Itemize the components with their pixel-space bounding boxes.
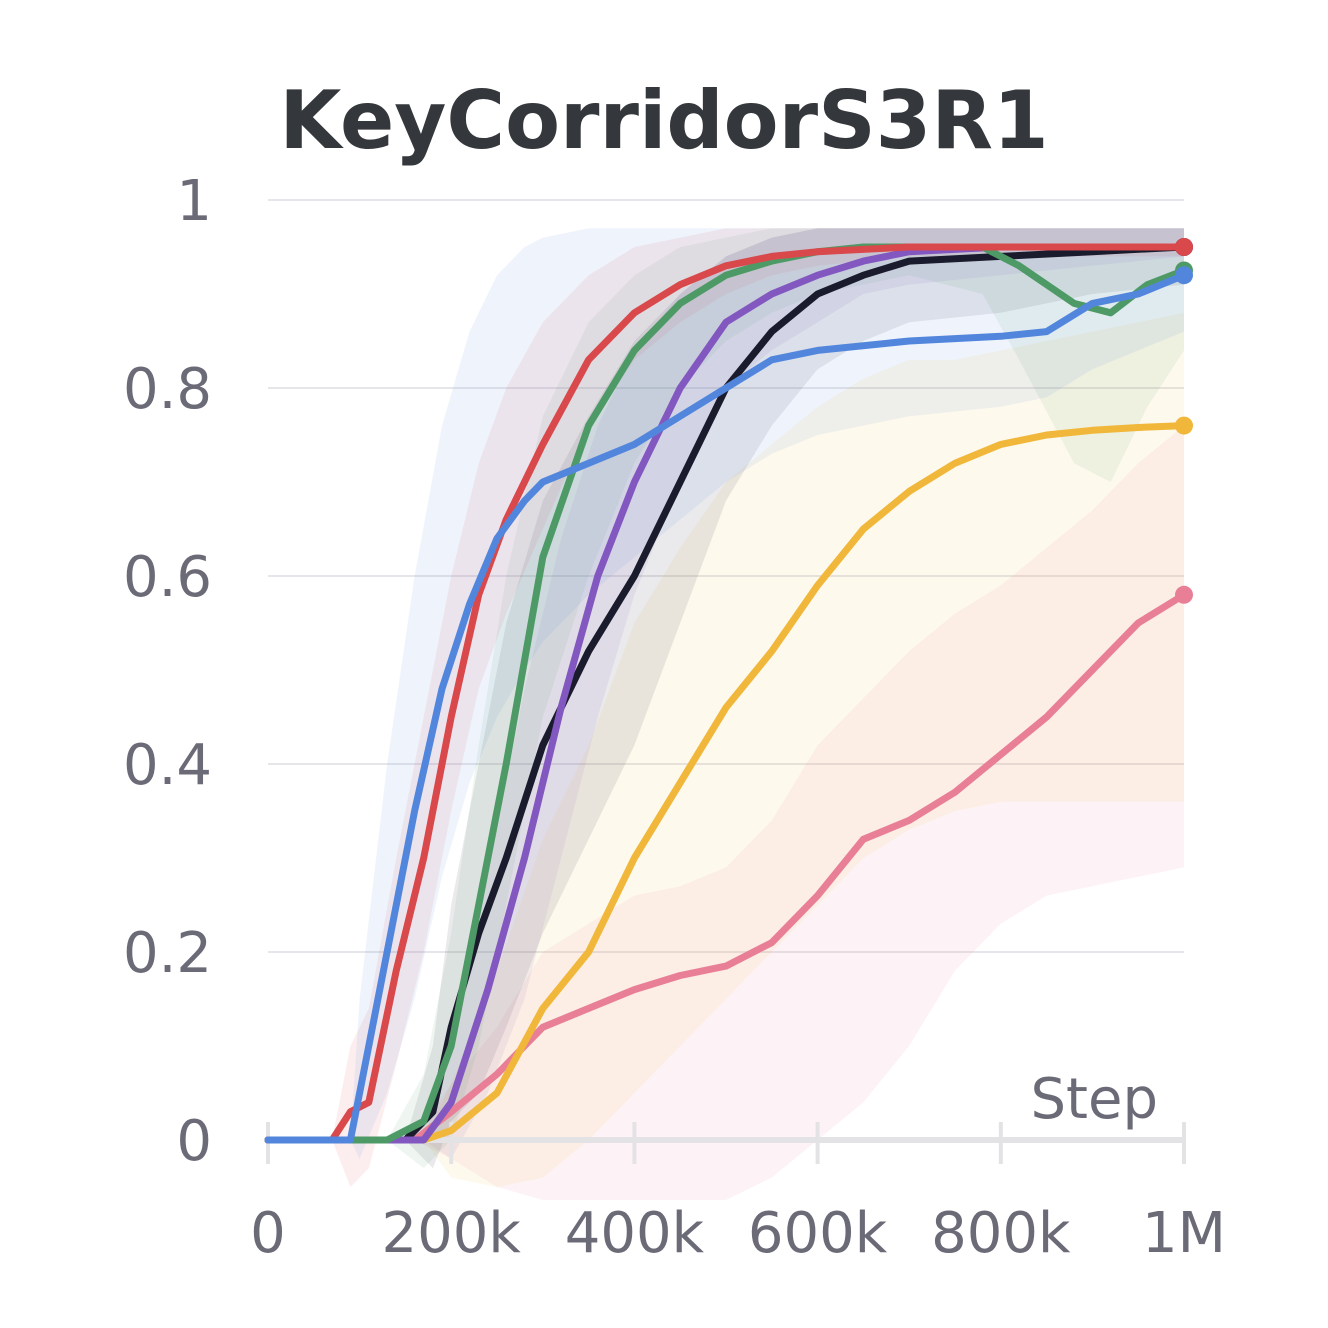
band-yellow bbox=[268, 312, 1184, 1187]
axis-layer: 0 0.2 0.4 0.6 0.8 1 0 200k 400k 600k 800k 1M bbox=[123, 169, 1226, 1266]
band-pink bbox=[268, 425, 1184, 1201]
y-tick-label: 0.8 bbox=[123, 357, 212, 422]
x-tick-label: 800k bbox=[931, 1201, 1071, 1266]
x-tick-label: 1M bbox=[1142, 1201, 1226, 1266]
y-tick-label: 0 bbox=[176, 1109, 212, 1174]
y-tick-label: 1 bbox=[176, 169, 212, 234]
x-tick-label: 200k bbox=[382, 1201, 522, 1266]
band-red bbox=[268, 228, 1184, 1187]
band-blue bbox=[268, 228, 1184, 1159]
x-axis-label: Step bbox=[1030, 1067, 1158, 1132]
series-end-point-red bbox=[1175, 238, 1193, 256]
series-end-point-pink bbox=[1175, 585, 1193, 604]
band-purple bbox=[268, 228, 1184, 1159]
series-line-yellow bbox=[264, 422, 1188, 1144]
x-tick-label: 0 bbox=[250, 1201, 286, 1266]
series-line-black bbox=[264, 243, 1188, 1144]
series-line-blue bbox=[264, 271, 1188, 1144]
series-line-red bbox=[264, 243, 1188, 1144]
series-end-point-yellow bbox=[1175, 416, 1193, 435]
series-end-point-blue bbox=[1175, 266, 1193, 285]
y-tick-label: 0.6 bbox=[123, 545, 212, 610]
line-layer bbox=[264, 238, 1193, 1144]
series-line-green bbox=[264, 243, 1188, 1144]
y-tick-label: 0.4 bbox=[123, 733, 212, 798]
x-tick-label: 400k bbox=[565, 1201, 705, 1266]
series-line-pink bbox=[264, 591, 1188, 1144]
band-green bbox=[268, 228, 1184, 1169]
band-layer bbox=[268, 228, 1184, 1201]
grid-layer bbox=[268, 199, 1184, 953]
band-black bbox=[268, 228, 1184, 1169]
x-tick-label: 600k bbox=[748, 1201, 888, 1266]
chart-title: KeyCorridorS3R1 bbox=[279, 74, 1048, 167]
y-tick-label: 0.2 bbox=[123, 921, 212, 986]
